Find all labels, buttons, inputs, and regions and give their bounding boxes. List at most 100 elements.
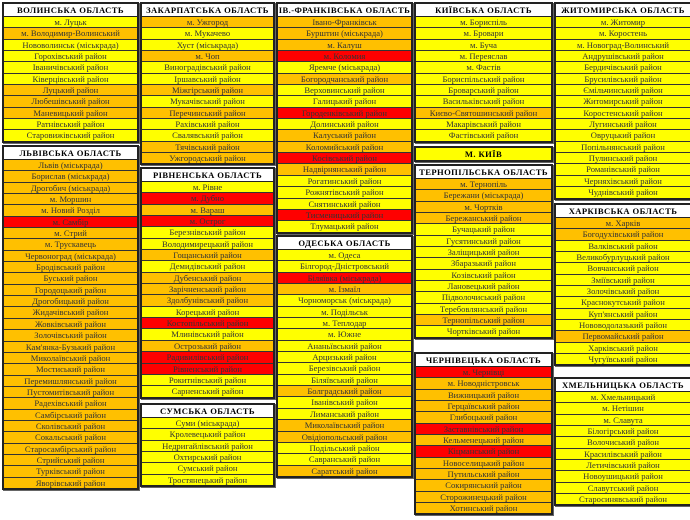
district-row: м. Чернівці [416, 367, 551, 378]
district-row: Ужгородський район [142, 152, 273, 164]
district-row: м. Новодністровськ [416, 377, 551, 389]
district-row: Нововолинськ (міськрада) [4, 38, 137, 51]
district-row: Кіцманський район [416, 445, 551, 457]
district-row: м. Острог [142, 215, 273, 227]
district-row: м. Стрий [4, 227, 137, 239]
district-row: Пулинський район [556, 152, 690, 164]
district-row: Ємільчинський район [556, 84, 690, 96]
district-row: м. Бориспіль [416, 17, 551, 28]
district-row: Старосинявський район [556, 493, 690, 505]
district-row: м. Ізмаїл [278, 283, 411, 295]
district-row: Радивилівський район [142, 351, 273, 363]
district-row: Верховинський район [278, 84, 411, 96]
district-row: Косівський район [278, 152, 411, 164]
district-row: Васильківський район [416, 95, 551, 107]
district-row: Біляївський район [278, 373, 411, 386]
district-row: м. Хмельницький [556, 392, 690, 403]
district-row: Бродівський район [4, 261, 137, 273]
district-row: м. Тернопіль [416, 179, 551, 190]
district-row: Рахівський район [142, 118, 273, 130]
district-row: Рожнятівський район [278, 186, 411, 198]
district-row: Городоцький район [4, 283, 137, 296]
district-row: Андрушівський район [556, 50, 690, 62]
region-title: ЖИТОМИРСЬКА ОБЛАСТЬ [556, 4, 690, 17]
region-table: ВОЛИНСЬКА ОБЛАСТЬ м. Луцьк м. Володимир-Во… [2, 2, 139, 143]
district-row: Тячівський район [142, 140, 273, 153]
district-row: м. Фастів [416, 61, 551, 73]
district-row: Брусилівський район [556, 72, 690, 85]
district-row: Іванівський район [278, 396, 411, 408]
district-row: Краснокутський район [556, 296, 690, 308]
district-row: м. Коломия [278, 50, 411, 62]
district-row: Бурштин (міськрада) [278, 27, 411, 39]
district-row: м. Трускавець [4, 238, 137, 250]
district-row: Богородчанський район [278, 72, 411, 85]
district-row: Летичівський район [556, 459, 690, 471]
district-row: Перемишлянський район [4, 374, 137, 386]
district-row: Новоушицький район [556, 470, 690, 482]
district-row: Хуст (міськрада) [142, 38, 273, 51]
district-row: Кам'янка-Бузький район [4, 340, 137, 352]
district-row: м. Мукачево [142, 27, 273, 39]
district-row: Чуднівський район [556, 186, 690, 198]
region-title: ЧЕРНІВЕЦЬКА ОБЛАСТЬ [416, 354, 551, 367]
district-row: Горохівський район [4, 50, 137, 62]
region-title: ОДЕСЬКА ОБЛАСТЬ [278, 237, 411, 250]
district-row: Красилівський район [556, 447, 690, 460]
region-table: ТЕРНОПІЛЬСЬКА ОБЛАСТЬ м. Тернопіль Бережан… [414, 164, 553, 339]
district-row: Лугинський район [556, 118, 690, 130]
district-row: Білогірський район [556, 425, 690, 437]
region-title: ТЕРНОПІЛЬСЬКА ОБЛАСТЬ [416, 166, 551, 179]
district-row: м. Южне [278, 328, 411, 340]
district-row: м. Буча [416, 38, 551, 51]
district-row: Борислав (міськрада) [4, 170, 137, 182]
district-row: Подільський район [278, 441, 411, 454]
district-row: Бучацький район [416, 223, 551, 235]
district-row: м. Чоп [142, 50, 273, 62]
district-row: м. Житомир [556, 17, 690, 28]
district-row: Чорноморськ (міськрада) [278, 294, 411, 306]
district-row: Жидачівський район [4, 306, 137, 318]
district-row: Савранський район [278, 453, 411, 465]
region-title: ЛЬВІВСЬКА ОБЛАСТЬ [4, 147, 137, 160]
district-row: Чортківський район [416, 325, 551, 337]
district-row: Черняхівський район [556, 174, 690, 187]
district-row: Саратський район [278, 464, 411, 476]
district-row: м. Новоград-Волинський [556, 38, 690, 51]
district-row: Нововодолазький район [556, 319, 690, 331]
district-row: Харківський район [556, 341, 690, 354]
district-row: Козівський район [416, 268, 551, 281]
district-row: м. Володимир-Волинський [4, 27, 137, 39]
district-row: м. Самбір [4, 215, 137, 228]
district-row: Острозький район [142, 339, 273, 352]
district-row: Свалявський район [142, 129, 273, 141]
region-table: ХАРКІВСЬКА ОБЛАСТЬ м. Харків Богодухівськи… [554, 203, 690, 367]
district-row: Чугуївський район [556, 353, 690, 365]
region-title: РІВНЕНСЬКА ОБЛАСТЬ [142, 169, 273, 182]
district-row: Охтирський район [142, 451, 273, 463]
district-row: Маневицький район [4, 106, 137, 119]
district-row: Новоселицький район [416, 456, 551, 469]
district-row: м. Нетішин [556, 402, 690, 414]
district-row: м. Теплодар [278, 317, 411, 329]
district-row: Рокитнівський район [142, 373, 273, 386]
district-row: Броварський район [416, 84, 551, 96]
district-row: Березнівський район [142, 226, 273, 238]
district-row: Іршавський район [142, 72, 273, 85]
district-row: м. Новий Розділ [4, 204, 137, 216]
district-row: Суми (міськрада) [142, 418, 273, 429]
district-row: Зарічненський район [142, 283, 273, 295]
district-row: Костопільський район [142, 317, 273, 329]
district-row: м. Чортків [416, 200, 551, 213]
district-row: Тростянецький район [142, 473, 273, 486]
district-row: м. Подільськ [278, 305, 411, 318]
district-row: Яремче (міськрада) [278, 61, 411, 73]
district-row: Львів (міськрада) [4, 160, 137, 171]
district-row: Макарівський район [416, 118, 551, 130]
district-row: Підволочиський район [416, 291, 551, 303]
region-title: ХМЕЛЬНИЦЬКА ОБЛАСТЬ [556, 379, 690, 392]
district-row: Попільнянський район [556, 140, 690, 153]
district-row: Лиманський район [278, 407, 411, 420]
district-row: Путильський район [416, 468, 551, 480]
region-table: ЛЬВІВСЬКА ОБЛАСТЬ Львів (міськрада) Борисл… [2, 145, 139, 490]
